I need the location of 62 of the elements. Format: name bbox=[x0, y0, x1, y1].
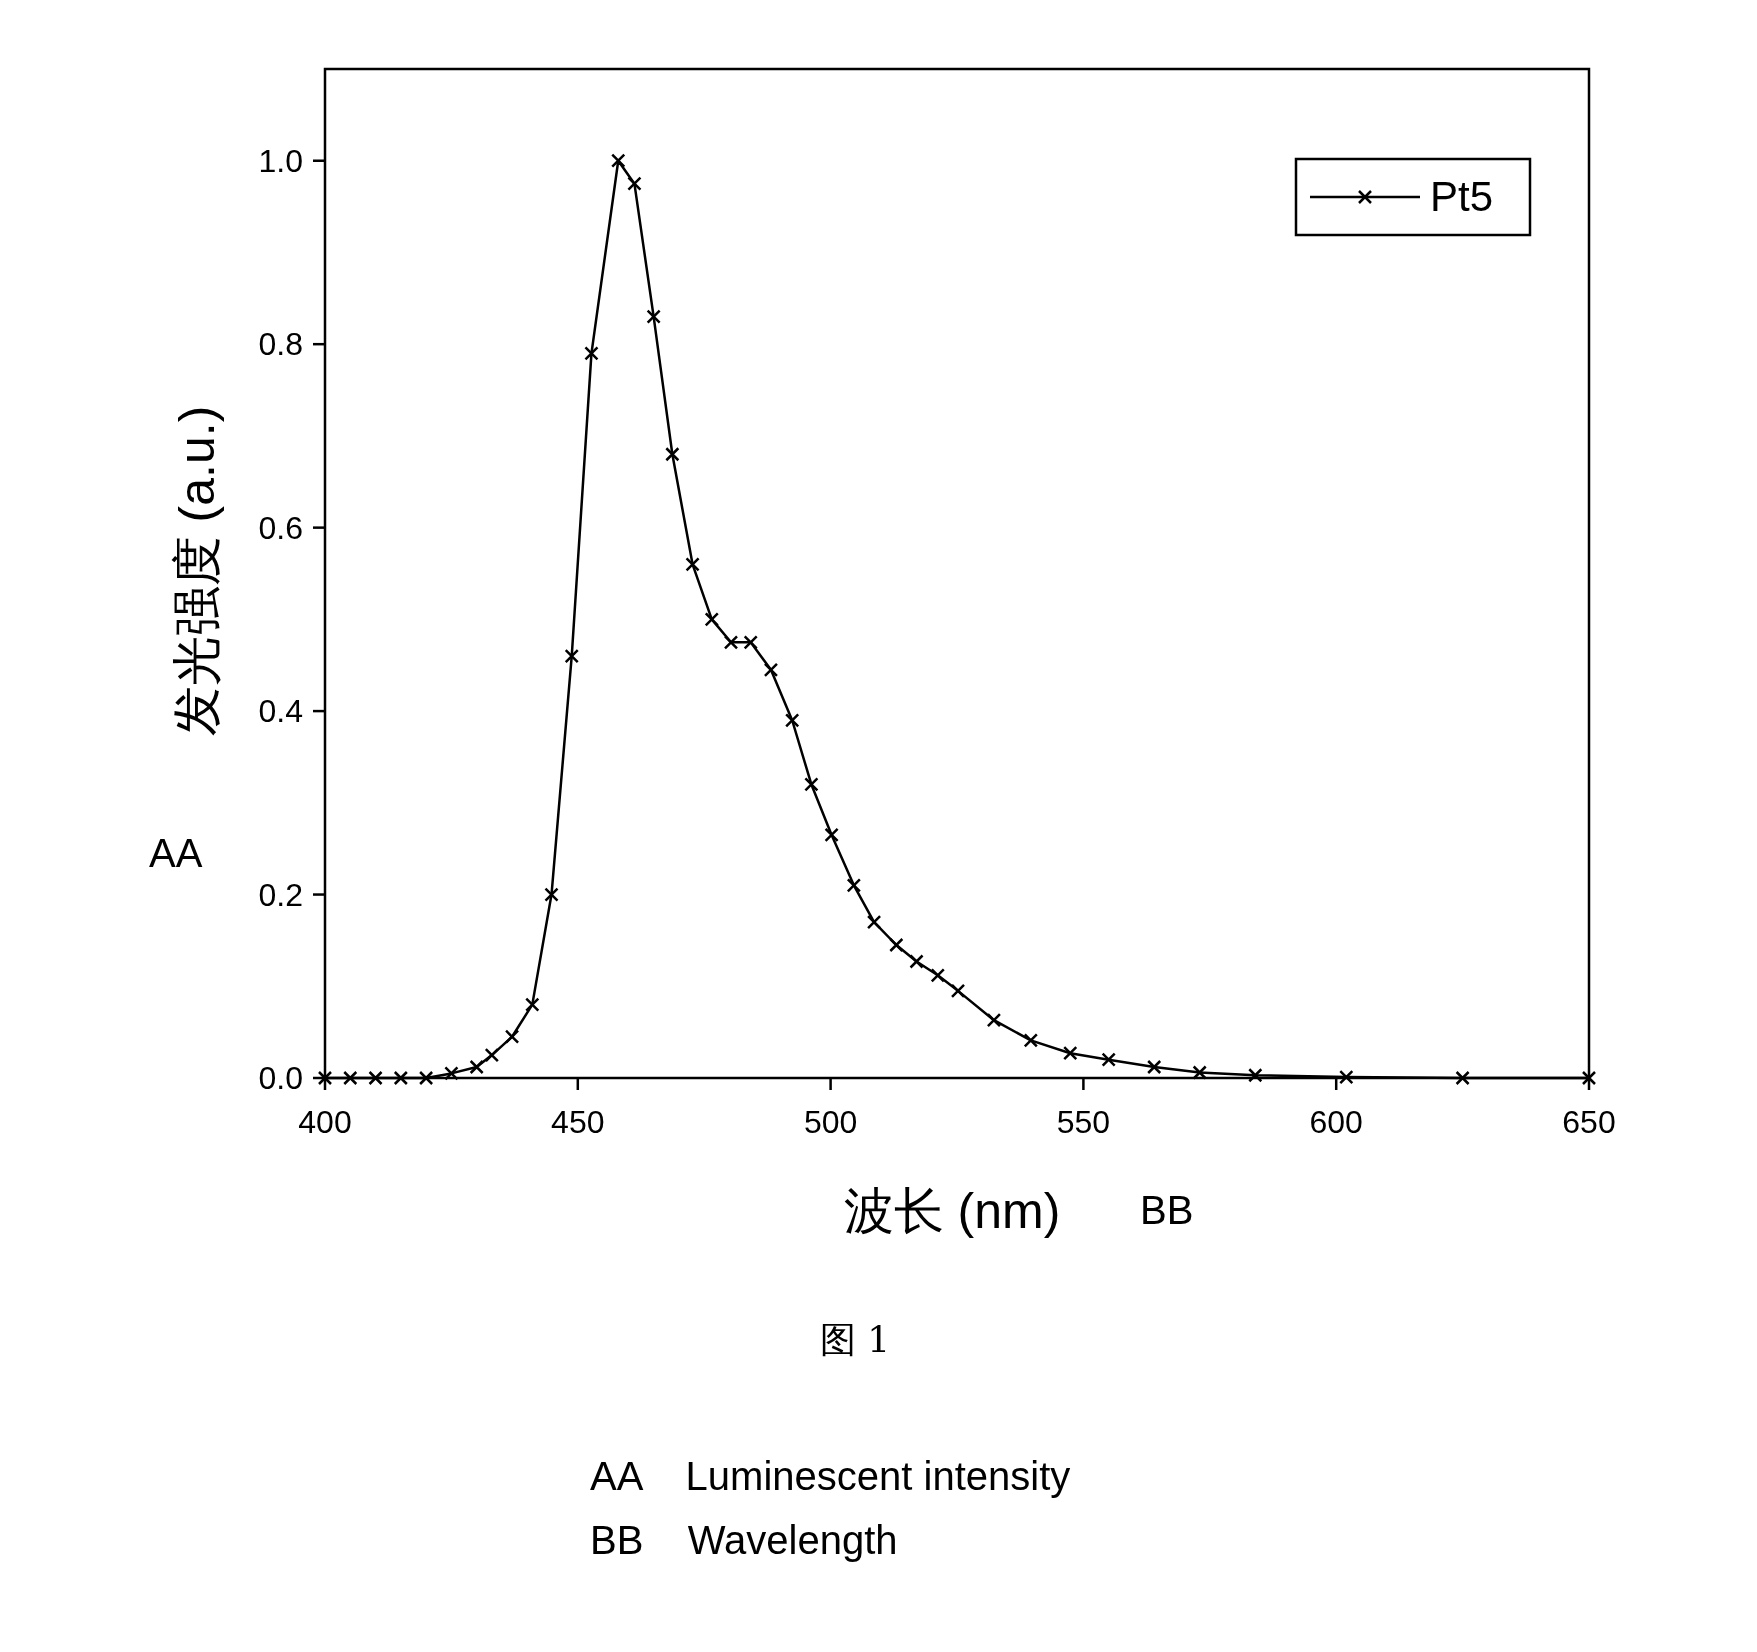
y-tick-label: 0.4 bbox=[258, 693, 303, 730]
y-tick-label: 1.0 bbox=[258, 142, 303, 179]
point bbox=[504, 1029, 520, 1044]
point bbox=[866, 914, 882, 930]
y-axis-title: 发光强度 (a.u.) bbox=[169, 405, 225, 737]
point bbox=[317, 1070, 333, 1086]
point bbox=[444, 1066, 459, 1081]
x-tick-label: 450 bbox=[551, 1104, 605, 1140]
point bbox=[930, 968, 946, 983]
y-tick-label: 0.0 bbox=[258, 1060, 303, 1096]
point bbox=[484, 1047, 500, 1063]
point bbox=[1023, 1033, 1039, 1048]
point bbox=[824, 827, 839, 843]
y-tick-label: 0.2 bbox=[258, 876, 303, 913]
point bbox=[564, 648, 579, 664]
point bbox=[950, 983, 966, 999]
x-axis-title: 波长 (nm) bbox=[843, 1183, 1061, 1239]
y-tick-label: 0.8 bbox=[258, 326, 303, 363]
caption: 图 1 bbox=[819, 1319, 891, 1360]
point bbox=[986, 1012, 1002, 1028]
legend: Pt5 bbox=[1294, 157, 1532, 237]
x-tick-label: 500 bbox=[803, 1104, 858, 1140]
point bbox=[685, 557, 700, 572]
text: AA Luminescent intensity bbox=[590, 1454, 1071, 1498]
point bbox=[1339, 1069, 1354, 1085]
point bbox=[584, 346, 599, 361]
point bbox=[544, 887, 559, 902]
point bbox=[784, 713, 800, 728]
point bbox=[743, 635, 758, 650]
point bbox=[368, 1070, 383, 1086]
point bbox=[418, 1070, 434, 1086]
point bbox=[889, 937, 904, 953]
point bbox=[846, 878, 862, 893]
point bbox=[525, 997, 540, 1012]
point bbox=[763, 662, 779, 678]
legend-label: Pt5 bbox=[1430, 173, 1494, 220]
point bbox=[393, 1070, 409, 1086]
point bbox=[611, 153, 626, 168]
point bbox=[704, 612, 720, 627]
point bbox=[1146, 1059, 1162, 1075]
point bbox=[469, 1059, 484, 1075]
text: BB Wavelength bbox=[590, 1518, 898, 1562]
point bbox=[1455, 1070, 1470, 1086]
point bbox=[1248, 1068, 1263, 1083]
x-tick-label: 600 bbox=[1309, 1104, 1363, 1140]
point bbox=[627, 176, 642, 191]
point bbox=[646, 309, 661, 324]
point bbox=[1581, 1070, 1597, 1086]
point bbox=[804, 777, 819, 792]
text: BB bbox=[1140, 1188, 1194, 1232]
x-tick-label: 550 bbox=[1056, 1104, 1111, 1140]
y-tick-label: 0.6 bbox=[258, 509, 303, 546]
x-tick-label: 400 bbox=[298, 1104, 352, 1140]
point bbox=[1192, 1065, 1207, 1080]
point bbox=[665, 447, 680, 462]
point bbox=[1101, 1052, 1116, 1067]
point bbox=[723, 635, 739, 650]
text: AA bbox=[149, 831, 203, 875]
x-tick-label: 650 bbox=[1562, 1104, 1616, 1140]
point bbox=[343, 1070, 358, 1086]
point bbox=[1063, 1045, 1078, 1061]
point bbox=[909, 954, 924, 969]
